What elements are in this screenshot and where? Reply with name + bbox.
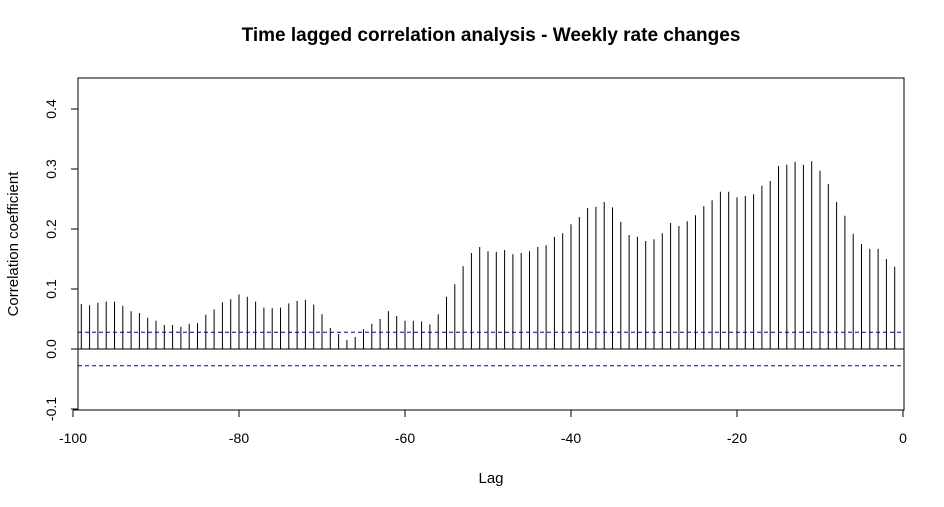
y-tick-label: 0.1 [43, 279, 59, 299]
y-tick-label: 0.3 [43, 159, 59, 179]
x-axis-label: Lag [478, 470, 503, 487]
y-tick-label: 0.4 [43, 99, 59, 119]
x-tick-label: -80 [229, 430, 249, 446]
y-axis-label: Correlation coefficient [5, 171, 22, 317]
x-tick-label: -60 [395, 430, 415, 446]
y-tick-label: 0.2 [43, 219, 59, 239]
y-tick-label: -0.1 [43, 397, 59, 421]
x-tick-label: -100 [59, 430, 87, 446]
y-tick-label: 0.0 [43, 339, 59, 359]
chart-title: Time lagged correlation analysis - Weekl… [242, 25, 741, 46]
y-axis: -0.1 0.0 0.1 0.2 0.3 0.4 [43, 99, 79, 421]
reference-lines [78, 331, 904, 367]
bars-layer [80, 161, 896, 349]
plot-frame [77, 77, 905, 411]
x-tick-label: 0 [899, 430, 907, 446]
x-axis: -100 -80 -60 -40 -20 0 [59, 409, 907, 446]
x-tick-label: -40 [561, 430, 581, 446]
x-tick-label: -20 [727, 430, 747, 446]
